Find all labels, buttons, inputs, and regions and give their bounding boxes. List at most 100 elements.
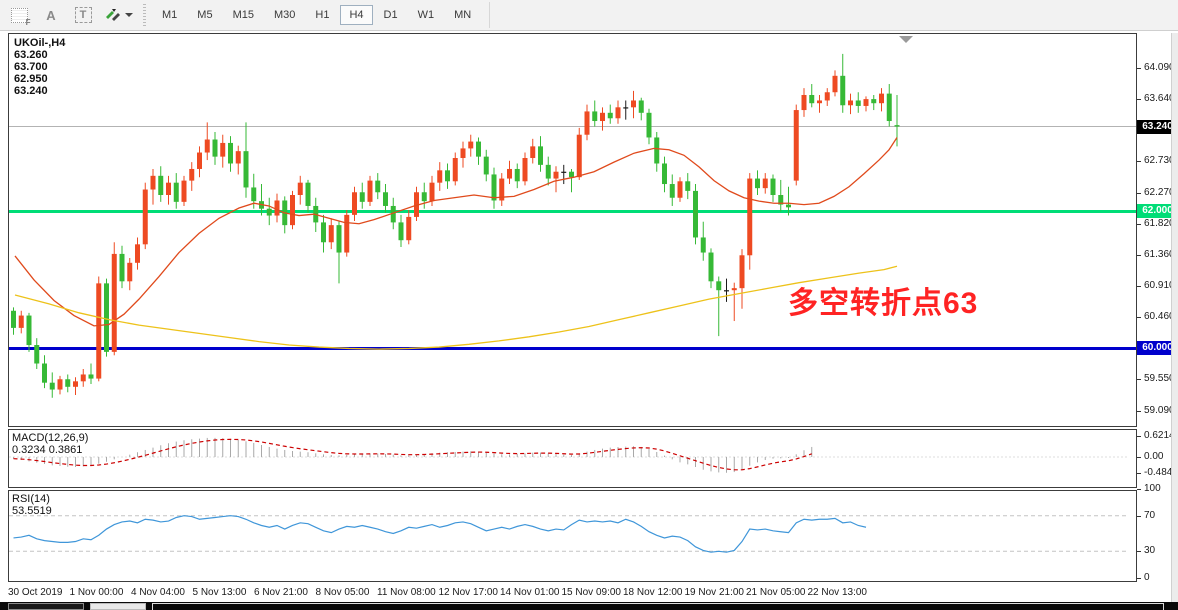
rsi-tick-mark <box>1137 551 1141 553</box>
main-chart-panel[interactable] <box>8 33 1137 427</box>
toolbar-separator <box>143 4 146 26</box>
timeframe-button-mn[interactable]: MN <box>454 9 472 21</box>
candle-body <box>375 180 381 193</box>
chart-canvas[interactable] <box>9 34 1136 582</box>
chart-annotation: 多空转折点63 <box>788 287 979 320</box>
timeframe-button-d1[interactable]: D1 <box>383 9 398 21</box>
styler-tool[interactable] <box>104 7 133 23</box>
price-tick-mark <box>1137 161 1141 163</box>
font-tool-icon[interactable]: A <box>38 3 64 27</box>
candle-body <box>724 290 729 292</box>
candle-body <box>871 99 877 104</box>
candle-body <box>615 107 621 119</box>
candle-body <box>452 158 458 182</box>
candle-body <box>328 225 334 243</box>
candle-body <box>693 190 698 238</box>
ma-fast-line <box>14 137 898 327</box>
candle-body <box>739 255 745 289</box>
candle-body <box>390 205 396 223</box>
candle-body <box>359 192 365 202</box>
time-axis[interactable]: 30 Oct 2019 1 Nov 00:00 4 Nov 04:00 5 Nov 1… <box>8 584 1171 602</box>
candle-body <box>352 192 357 215</box>
candle-body <box>654 137 660 164</box>
time-axis-label: 15 Nov 09:00 <box>561 587 622 598</box>
candle-body <box>406 216 412 241</box>
candle-body <box>507 168 512 179</box>
rsi-tick-mark <box>1137 578 1141 579</box>
candle-body <box>638 100 644 113</box>
candle-body <box>235 151 241 164</box>
candle-body <box>34 345 40 364</box>
candle-body <box>96 283 102 379</box>
candle-body <box>855 100 861 106</box>
grid-icon: F <box>10 7 31 27</box>
candle-body <box>414 192 419 217</box>
bottom-tab-wide[interactable] <box>152 603 1164 610</box>
rsi-axis-label: 0 <box>1144 572 1150 583</box>
candle-body <box>677 181 683 198</box>
timeframe-button-h1[interactable]: H1 <box>315 9 330 21</box>
price-tick-mark <box>1137 286 1141 288</box>
timeframe-button-m5[interactable]: M5 <box>197 9 213 21</box>
rsi-panel[interactable] <box>8 490 1137 582</box>
rsi-tick-mark <box>1137 515 1141 517</box>
candle-body <box>181 180 187 202</box>
candle-body <box>344 214 350 253</box>
candle-body <box>367 180 373 202</box>
chart-title: UKOil-,H4 63.260 63.700 62.950 63.240 <box>14 37 66 97</box>
timeframe-button-w1[interactable]: W1 <box>417 9 435 21</box>
bottom-tab-bar <box>0 602 1178 610</box>
candle-body <box>173 182 179 202</box>
price-badge: 63.240 <box>1137 119 1178 134</box>
macd-axis-label: -0.4843 <box>1144 467 1178 479</box>
candle-body <box>104 283 109 352</box>
timeframe-button-h4[interactable]: H4 <box>340 5 373 25</box>
candle-body <box>80 374 86 382</box>
time-axis-label: 8 Nov 05:00 <box>315 587 370 598</box>
rsi-label: RSI(14) 53.5519 <box>12 493 52 517</box>
candle-body <box>786 204 791 208</box>
price-tick-label: 59.550 <box>1144 373 1175 385</box>
candle-body <box>421 192 427 202</box>
rsi-line <box>13 515 867 553</box>
candle-body <box>592 111 598 122</box>
scroll-end-marker-icon <box>899 36 913 43</box>
time-axis-label: 5 Nov 13:00 <box>192 587 247 598</box>
candle-body <box>18 315 24 328</box>
candle-body <box>437 170 443 183</box>
price-tick-mark <box>1137 255 1141 257</box>
candle-body <box>894 125 900 127</box>
candle-body <box>127 262 133 282</box>
time-axis-label: 19 Nov 21:00 <box>684 587 745 598</box>
candle-body <box>251 187 257 202</box>
candle-body <box>445 170 450 182</box>
candle-body <box>755 178 760 189</box>
right-edge-strip <box>1171 33 1178 602</box>
grid-template-icon[interactable]: F <box>6 3 32 27</box>
candle-body <box>220 142 226 157</box>
candle-body <box>561 171 567 173</box>
time-axis-label: 18 Nov 12:00 <box>623 587 683 598</box>
candle-body <box>879 93 884 104</box>
candle-body <box>197 152 202 169</box>
bottom-tab-active[interactable] <box>90 603 146 610</box>
candle-body <box>600 112 605 122</box>
candle-body <box>623 107 629 109</box>
bottom-tab[interactable] <box>8 603 84 610</box>
price-tick-label: 60.460 <box>1144 310 1175 322</box>
rsi-axis-label: 100 <box>1144 483 1161 494</box>
timeframe-button-m1[interactable]: M1 <box>162 9 178 21</box>
timeframe-button-m15[interactable]: M15 <box>232 9 254 21</box>
timeframe-button-m30[interactable]: M30 <box>273 9 296 21</box>
candle-body <box>290 195 295 226</box>
time-axis-label: 30 Oct 2019 <box>8 587 63 598</box>
candle-body <box>204 139 210 153</box>
text-label-tool-icon[interactable]: T <box>70 3 96 27</box>
price-tick-mark <box>1137 68 1141 70</box>
styler-dropdown-caret[interactable] <box>125 13 133 17</box>
candle-body <box>669 184 675 198</box>
candle-body <box>793 110 799 181</box>
macd-panel[interactable] <box>8 429 1137 488</box>
macd-signal-line <box>13 438 812 471</box>
